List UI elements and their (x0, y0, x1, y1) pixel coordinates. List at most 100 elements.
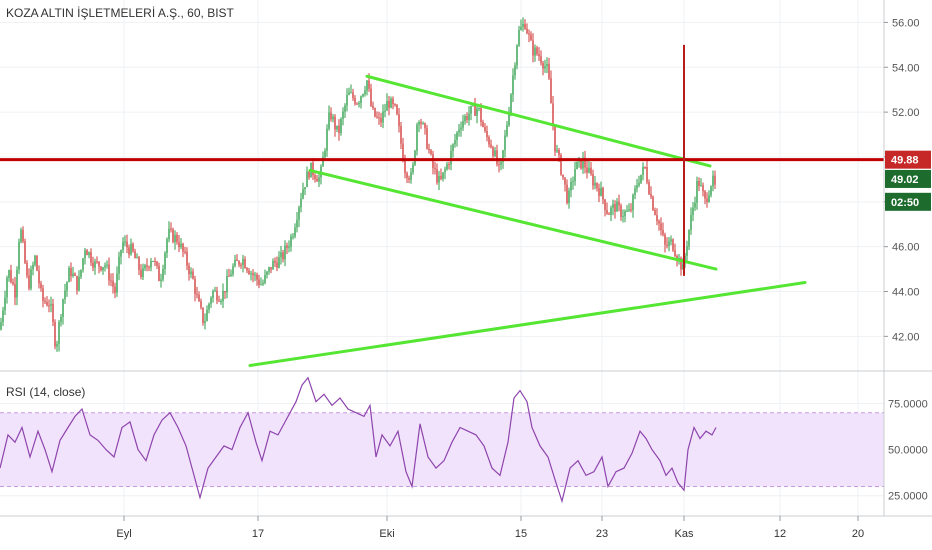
rsi-band (0, 412, 884, 487)
trend-line (365, 74, 712, 168)
candle-body (586, 167, 588, 173)
x-tick-label: 12 (774, 528, 786, 540)
candle-body (664, 234, 666, 245)
candle-body (82, 258, 84, 270)
candle-body (126, 241, 128, 248)
candle-body (460, 127, 462, 130)
candle-body (326, 128, 328, 151)
candle-body (190, 271, 192, 275)
candle-body (698, 180, 700, 186)
rsi-tick-label: 50.0000 (888, 445, 928, 457)
candle-body (550, 78, 552, 104)
candle-body (52, 303, 54, 322)
candle-body (312, 162, 314, 176)
candle-body (158, 265, 160, 281)
candle-body (388, 100, 390, 108)
candle-body (196, 294, 198, 296)
candle-body (272, 260, 274, 270)
candle-body (652, 196, 654, 211)
candle-body (396, 105, 398, 115)
candle-body (566, 184, 568, 204)
candle-body (710, 186, 712, 196)
candle-body (398, 114, 400, 127)
candle-body (242, 259, 244, 265)
candle-body (134, 251, 136, 259)
candle-body (14, 284, 16, 298)
candle-body (262, 282, 264, 285)
candle-body (340, 118, 342, 134)
candle-body (626, 210, 628, 212)
candle-body (400, 126, 402, 144)
candle-body (12, 282, 14, 285)
candle-body (560, 154, 562, 175)
y-tick-label: 46.00 (892, 242, 920, 254)
candle-body (360, 96, 362, 104)
candle-body (362, 94, 364, 97)
candle-body (4, 297, 6, 311)
candle-body (180, 243, 182, 248)
candle-body (584, 157, 586, 168)
candle-body (338, 125, 340, 134)
candle-body (124, 241, 126, 243)
candle-body (214, 290, 216, 292)
candle-body (232, 266, 234, 275)
candle-body (46, 301, 48, 306)
candle-body (218, 300, 220, 302)
candle-body (390, 98, 392, 108)
candle-body (370, 88, 372, 106)
candle-body (594, 182, 596, 186)
candle-body (128, 247, 130, 255)
candle-body (48, 305, 50, 307)
candle-body (356, 103, 358, 105)
candle-body (348, 92, 350, 95)
candle-body (672, 239, 674, 251)
candle-body (200, 301, 202, 308)
candle-body (80, 269, 82, 277)
candle-body (192, 271, 194, 279)
candle-body (110, 280, 112, 282)
candle-body (706, 198, 708, 202)
candle-body (548, 63, 550, 79)
candle-body (154, 260, 156, 262)
price-label-box (885, 150, 931, 169)
rsi-line (0, 376, 717, 504)
candle-body (424, 123, 426, 129)
candle-body (582, 157, 584, 169)
candle-body (90, 252, 92, 263)
candle-body (650, 193, 652, 197)
candle-body (282, 252, 284, 260)
candle-body (386, 100, 388, 111)
candle-body (40, 283, 42, 289)
candle-body (588, 167, 590, 173)
candle-body (92, 262, 94, 268)
candle-body (332, 116, 334, 120)
candle-body (504, 135, 506, 151)
candle-body (98, 261, 100, 267)
price-series (0, 17, 716, 352)
candle-body (516, 45, 518, 66)
candle-body (666, 244, 668, 246)
candle-body (94, 261, 96, 268)
candle-body (132, 243, 134, 252)
candle-body (496, 150, 498, 165)
candle-body (704, 191, 706, 199)
candle-body (102, 267, 104, 271)
candle-body (292, 236, 294, 238)
candle-body (534, 47, 536, 56)
candle-body (630, 209, 632, 211)
candle-body (568, 190, 570, 204)
candle-body (648, 182, 650, 194)
candle-body (164, 252, 166, 269)
candle-body (592, 174, 594, 186)
candle-body (194, 278, 196, 295)
candle-body (572, 181, 574, 183)
candle-body (56, 343, 58, 347)
candle-body (446, 164, 448, 170)
candle-body (580, 158, 582, 169)
candle-body (74, 273, 76, 276)
candle-body (264, 274, 266, 283)
candle-body (680, 257, 682, 270)
candle-body (518, 29, 520, 46)
candle-body (170, 228, 172, 230)
